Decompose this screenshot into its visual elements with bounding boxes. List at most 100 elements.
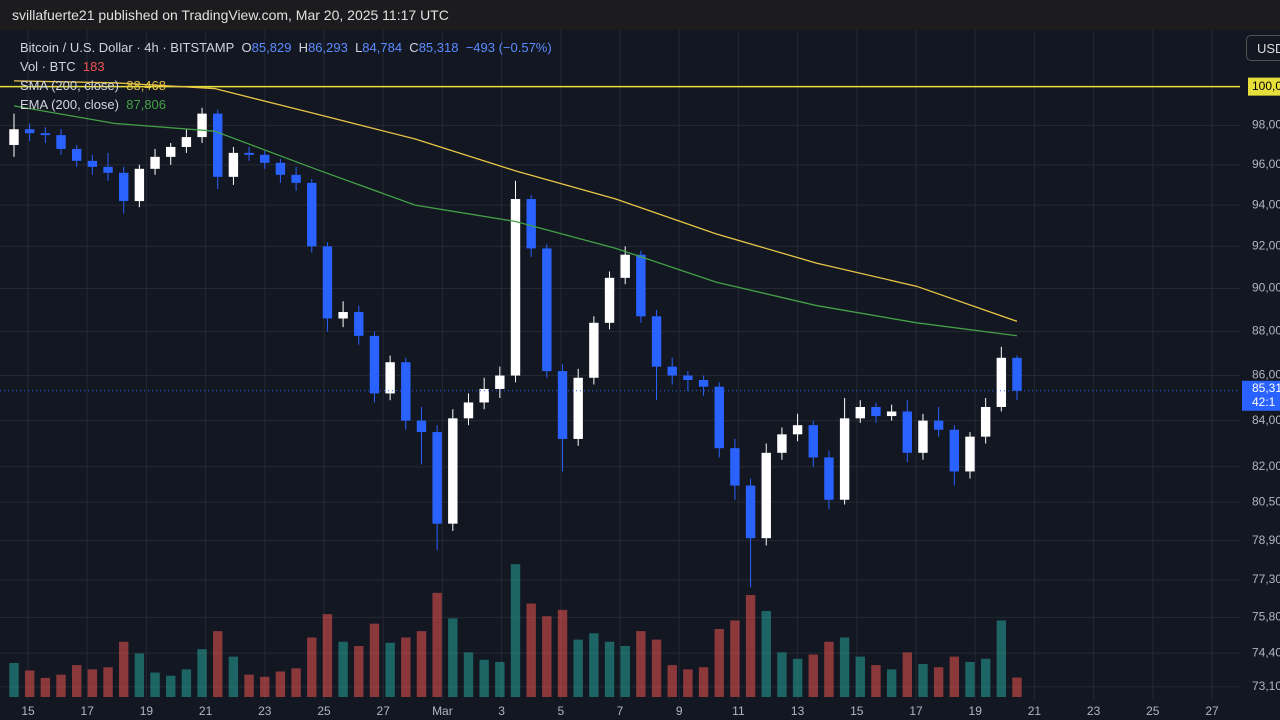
candle-body — [463, 402, 474, 419]
legend: Bitcoin / U.S. Dollar · 4h · BITSTAMP O8… — [20, 38, 552, 114]
x-tick-label: 13 — [791, 704, 805, 718]
volume-bar — [228, 656, 239, 697]
candle-body — [824, 457, 834, 500]
price-tag — [1242, 380, 1280, 411]
y-tick-label: 84,000 — [1252, 413, 1280, 427]
candle-body — [260, 154, 270, 163]
candle-body — [1012, 357, 1022, 391]
candle-body — [714, 386, 724, 449]
c-value: 85,318 — [418, 40, 459, 55]
volume-bar — [24, 670, 35, 697]
candle-body — [542, 248, 552, 372]
y-tick-label: 73,100 — [1252, 679, 1280, 693]
l-value: 84,784 — [362, 40, 403, 55]
y-tick-label: 90,000 — [1252, 281, 1280, 295]
volume-bar — [651, 639, 662, 697]
candle-body — [965, 436, 975, 472]
candle-body — [902, 411, 912, 453]
ema-row: EMA (200, close) 87,806 — [20, 95, 552, 114]
candle-body — [667, 366, 677, 376]
y-tick-label: 86,000 — [1252, 368, 1280, 382]
price-tag-countdown: 42:1 — [1252, 395, 1276, 409]
candle-body — [307, 182, 317, 247]
volume-bar — [949, 656, 960, 697]
candle-body — [9, 129, 19, 145]
candle-body — [777, 434, 787, 453]
candle-body — [181, 137, 192, 147]
x-tick-label: 23 — [258, 704, 272, 718]
candle-body — [40, 133, 51, 136]
candle-body — [354, 312, 364, 336]
volume-bar — [824, 641, 834, 697]
volume-bar — [260, 676, 270, 697]
candle-body — [166, 146, 176, 157]
hline-tag — [1248, 77, 1280, 96]
top-bar: svillafuerte21 published on TradingView.… — [0, 0, 1280, 30]
volume-bar — [730, 620, 740, 697]
currency-button[interactable]: USD — [1246, 35, 1280, 61]
volume-bar — [354, 646, 364, 697]
candle-body — [792, 425, 803, 435]
volume-bar — [134, 653, 145, 697]
y-tick-label: 92,000 — [1252, 239, 1280, 253]
volume-bar — [761, 610, 771, 697]
y-tick-label: 88,000 — [1252, 324, 1280, 338]
candle-body — [604, 277, 615, 323]
volume-bar — [683, 669, 693, 697]
c-label: C — [409, 40, 419, 55]
volume-bar — [275, 671, 286, 697]
volume-bar — [244, 674, 254, 697]
candle-body — [526, 199, 536, 249]
volume-bar — [56, 674, 66, 697]
candle-body — [291, 174, 301, 183]
candle-body — [479, 388, 489, 403]
volume-bar — [369, 623, 380, 697]
candle-body — [24, 129, 35, 134]
x-tick-label: 21 — [1028, 704, 1042, 718]
candle-body — [636, 254, 646, 317]
l-label: L — [355, 40, 363, 55]
y-tick-label: 96,000 — [1252, 157, 1280, 171]
volume-bar — [792, 658, 803, 697]
y-tick-label: 74,400 — [1252, 645, 1280, 659]
candle-body — [698, 379, 709, 387]
x-tick-label: 17 — [81, 704, 95, 718]
candle-body — [495, 375, 505, 389]
candle-body — [557, 371, 568, 439]
candle-body — [730, 448, 740, 486]
volume-bar — [416, 631, 427, 697]
candle-body — [949, 429, 960, 472]
volume-bar — [839, 637, 850, 697]
x-tick-label: 21 — [199, 704, 213, 718]
volume-bar — [745, 595, 756, 697]
volume-bar — [902, 652, 912, 697]
candle-body — [510, 199, 521, 376]
x-tick-label: 25 — [317, 704, 331, 718]
sma-row: SMA (200, close) 88,468 — [20, 76, 552, 95]
volume-bar — [557, 609, 568, 697]
sma-value: 88,468 — [126, 78, 166, 93]
candle-body — [228, 152, 239, 177]
volume-bar — [463, 652, 474, 697]
symbol-row: Bitcoin / U.S. Dollar · 4h · BITSTAMP O8… — [20, 38, 552, 57]
candle-body — [71, 148, 82, 161]
symbol: Bitcoin / U.S. Dollar · 4h · BITSTAMP — [20, 40, 235, 55]
x-tick-label: 5 — [557, 704, 564, 718]
x-tick-label: 3 — [498, 704, 505, 718]
y-tick-label: 98,000 — [1252, 117, 1280, 131]
candle-body — [385, 362, 395, 394]
volume-bar — [401, 637, 411, 697]
candle-body — [683, 375, 693, 380]
x-tick-label: Mar — [432, 704, 453, 718]
candle-body — [448, 418, 458, 524]
candle-body — [808, 425, 818, 458]
volume-bar — [213, 631, 223, 697]
candle-body — [338, 312, 348, 319]
candle-body — [918, 420, 928, 453]
candle-body — [103, 166, 113, 173]
volume-bar — [181, 669, 192, 697]
volume-bar — [510, 564, 521, 697]
volume-bar — [71, 665, 82, 697]
h-label: H — [298, 40, 309, 55]
volume-bar — [9, 663, 19, 697]
